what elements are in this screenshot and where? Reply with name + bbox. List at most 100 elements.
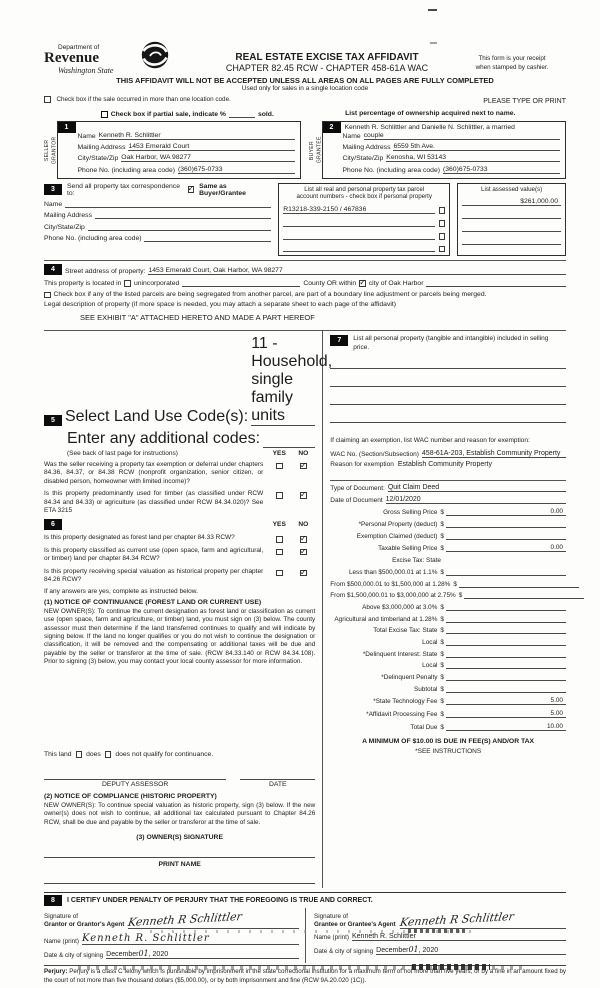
tax-field-exemption[interactable] (445, 533, 566, 540)
grantor-signature-field[interactable]: Kenneth R Schlittler (127, 910, 299, 929)
tax-field-total-due[interactable]: 10.00 (445, 722, 566, 731)
notice-continuance-body: NEW OWNER(S): To continue the current de… (44, 607, 316, 666)
tax-field-tech-fee[interactable]: 5.00 (445, 697, 566, 706)
q-current-yes-checkbox[interactable] (276, 548, 283, 556)
tax-field-agri[interactable] (445, 616, 566, 623)
q-timber-yes-checkbox[interactable] (276, 492, 283, 499)
notice-compliance-body: NEW OWNER(S): To continue special valuat… (44, 801, 316, 826)
land-does-checkbox[interactable] (75, 751, 83, 758)
grantor-date-field[interactable]: December01, 2020 (106, 949, 299, 960)
yes-no-header-6: YES NO (267, 521, 315, 528)
tax-field-delinq-int[interactable] (445, 651, 566, 658)
q-timber-no-checkbox[interactable] (300, 490, 307, 500)
same-as-buyer-label: Same as Buyer/Grantee (199, 182, 246, 197)
tax-field-total-state[interactable] (445, 627, 566, 635)
city-checkbox[interactable] (359, 279, 366, 287)
corr-phone-field[interactable] (144, 234, 272, 243)
county-or-within-label: County OR within (303, 279, 357, 287)
parcel-personal-checkbox-4[interactable] (438, 245, 446, 253)
buyer-name-field[interactable]: couple (363, 132, 560, 140)
seller-phone-field[interactable]: (360)675-0733 (177, 166, 295, 174)
section-5-number: 5 (44, 415, 62, 427)
parcel-personal-checkbox-1[interactable] (438, 207, 446, 214)
land-does-not-checkbox[interactable] (104, 751, 112, 758)
partial-sale-percent-field[interactable] (228, 110, 255, 118)
same-as-buyer-checkbox[interactable] (187, 185, 195, 193)
dollar-sign: $ (440, 532, 444, 540)
q-forest-yes-checkbox[interactable] (276, 536, 283, 543)
land-use-value: 11 - Household, single family units (251, 335, 333, 425)
tax-field-gross[interactable]: 0.00 (445, 508, 566, 517)
personal-property-line-3[interactable] (330, 397, 566, 406)
parcel-field-4[interactable] (283, 244, 435, 253)
q-exemption-no-checkbox[interactable] (300, 461, 307, 471)
additional-codes-field[interactable] (263, 440, 316, 448)
tax-field-rate4[interactable] (445, 604, 566, 611)
assessed-field-4[interactable] (462, 237, 561, 245)
personal-property-line-1[interactable] (330, 361, 566, 370)
tax-label-local: Local (422, 638, 438, 646)
q-historic-yes-checkbox[interactable] (276, 569, 283, 577)
parcel-field-1[interactable]: R13218-339-2150 / 467836 (283, 206, 435, 214)
tax-field-processing-fee[interactable]: 5.00 (445, 710, 566, 719)
land-use-field[interactable]: 11 - Household, single family units (251, 335, 332, 427)
tax-field-personal[interactable] (445, 521, 566, 529)
assessed-field-1[interactable]: $261,000.00 (462, 198, 561, 207)
dollar-sign: $ (440, 509, 444, 517)
parcel-field-2[interactable] (283, 219, 435, 227)
grantee-date-label: Date & city of signing (314, 948, 374, 956)
tax-field-local2[interactable] (445, 662, 566, 670)
buyer-csz-field[interactable]: Kenosha, WI 53143 (386, 154, 560, 163)
grantee-name-print-field[interactable]: Kenneth R. Schlittler (352, 933, 566, 942)
grantee-date-field[interactable]: December01, 2020 (376, 945, 566, 956)
tax-field-subtotal[interactable] (445, 686, 566, 693)
street-address-field[interactable]: 1453 Emerald Court, Oak Harbor, WA 98277 (148, 267, 566, 276)
deputy-assessor-signature-field[interactable] (44, 772, 227, 780)
corr-mailing-field[interactable] (94, 211, 272, 220)
personal-property-line-2[interactable] (330, 379, 566, 388)
grantor-name-print-field[interactable]: Kenneth R. Schlittler (82, 933, 299, 946)
personal-property-line-4[interactable] (330, 415, 566, 424)
parcel-field-3[interactable] (283, 232, 435, 240)
buyer-phone-value: (360)675-0733 (442, 165, 488, 173)
grantee-signature-field[interactable]: Kenneth R Schlittler (399, 910, 566, 929)
county-name-field[interactable] (182, 279, 301, 287)
q-exemption-yes-checkbox[interactable] (276, 462, 283, 470)
seller-csz-field[interactable]: Oak Harbor, WA 98277 (121, 154, 295, 163)
owners-signature-field[interactable] (44, 850, 316, 859)
tax-field-taxable[interactable]: 0.00 (445, 544, 566, 553)
buyer-phone-field[interactable]: (360)675-0733 (442, 165, 560, 174)
tax-value-processing-fee: 5.00 (550, 710, 563, 718)
corr-name-field[interactable] (65, 200, 272, 209)
signature-of-label: Signature of (314, 912, 348, 920)
multi-location-checkbox[interactable] (44, 96, 51, 103)
seller-name-field[interactable]: Kenneth R. Schlittler (98, 132, 295, 140)
q-forest-no-checkbox[interactable] (300, 535, 307, 544)
segregated-checkbox[interactable] (44, 291, 51, 299)
doc-date-field[interactable]: 12/01/2020 (385, 496, 566, 504)
tax-field-delinq-pen[interactable] (445, 674, 566, 682)
assessed-field-3[interactable] (462, 224, 561, 232)
seller-mailing-field[interactable]: 1453 Emerald Court (128, 143, 295, 151)
tax-field-rate2[interactable] (458, 581, 579, 588)
tax-label-agri: Agricultural and timberland at 1.28% (334, 615, 438, 623)
tax-field-rate3[interactable] (464, 592, 585, 600)
corr-csz-field[interactable] (87, 223, 272, 231)
buyer-mailing-field[interactable]: 6559 5th Ave. (393, 143, 560, 151)
assessed-field-2[interactable] (462, 211, 561, 220)
parcel-personal-checkbox-2[interactable] (438, 220, 446, 227)
notice-compliance-title: (2) NOTICE OF COMPLIANCE (HISTORIC PROPE… (44, 792, 217, 800)
q-current-no-checkbox[interactable] (300, 547, 307, 557)
doc-type-field[interactable]: Quit Claim Deed (387, 484, 566, 493)
tax-field-local[interactable] (445, 639, 566, 646)
unincorporated-checkbox[interactable] (124, 280, 131, 287)
seller-csz-value: Oak Harbor, WA 98277 (121, 154, 191, 162)
print-name-field[interactable] (44, 876, 316, 885)
partial-sale-checkbox[interactable] (101, 111, 108, 118)
tax-value-total-due: 10.00 (546, 722, 563, 730)
q-historic-no-checkbox[interactable] (300, 568, 307, 578)
wac-field[interactable]: 458-61A-203, Establish Community Propert… (421, 450, 566, 459)
tax-field-rate1[interactable] (445, 569, 566, 576)
parcel-personal-checkbox-3[interactable] (438, 233, 446, 240)
deputy-assessor-date-field[interactable] (240, 772, 316, 780)
